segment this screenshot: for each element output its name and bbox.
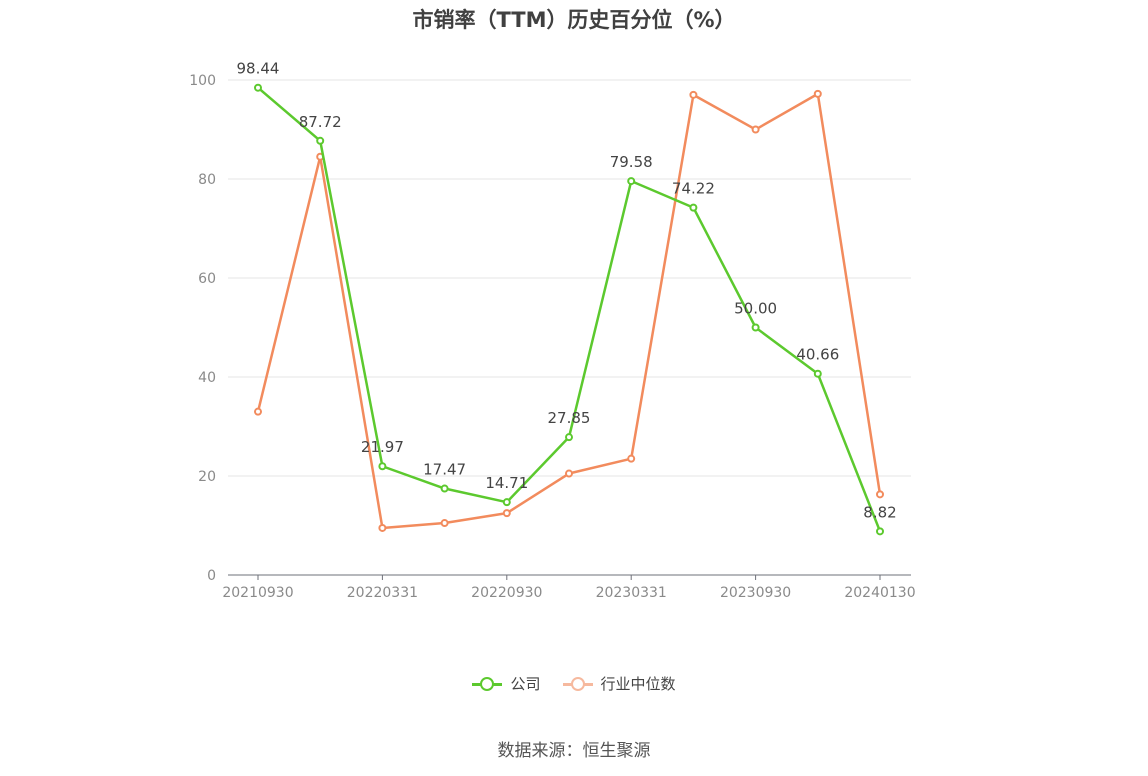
data-point-0 [751, 323, 760, 332]
x-tick-label: 20240130 [844, 585, 915, 601]
data-point-1 [813, 89, 822, 98]
x-tick-label: 20220331 [347, 585, 418, 601]
data-point-0 [254, 83, 262, 92]
data-label: 14.71 [485, 474, 528, 492]
data-point-1 [627, 454, 636, 463]
data-point-1 [440, 519, 449, 528]
data-label: 27.85 [548, 409, 591, 427]
legend-industry-marker-icon [562, 676, 593, 691]
legend-company-marker-icon [472, 676, 503, 691]
data-label: 40.66 [796, 346, 839, 364]
x-tick-label: 20230930 [720, 585, 791, 601]
data-point-1 [378, 523, 387, 532]
y-tick-label: 80 [198, 172, 216, 188]
data-point-1 [689, 90, 698, 99]
data-point-1 [565, 469, 573, 478]
data-point-0 [502, 498, 511, 507]
data-label: 50.00 [734, 300, 777, 318]
data-label: 21.97 [361, 438, 404, 456]
legend-industry-label: 行业中位数 [600, 675, 676, 693]
data-point-0 [378, 462, 387, 471]
legend-company-label: 公司 [510, 675, 541, 693]
y-tick-label: 40 [198, 370, 216, 386]
y-tick-label: 100 [189, 73, 216, 89]
y-tick-label: 0 [207, 568, 216, 584]
series-line-0 [257, 86, 882, 532]
data-point-0 [627, 177, 636, 186]
legend: 公司 行业中位数 [0, 673, 1148, 694]
data-point-0 [440, 484, 449, 493]
data-point-1 [254, 407, 262, 416]
legend-item-industry-median[interactable]: 行业中位数 [562, 673, 676, 694]
series-line-1 [256, 92, 882, 530]
data-point-0 [316, 136, 325, 145]
chart-title: 市销率（TTM）历史百分位（%） [412, 8, 736, 32]
data-point-1 [751, 125, 760, 134]
data-label: 79.58 [610, 153, 653, 171]
data-label: 17.47 [423, 461, 466, 479]
x-tick-label: 20210930 [222, 585, 293, 601]
data-point-0 [565, 433, 573, 442]
data-label: 87.72 [299, 113, 342, 131]
data-label: 74.22 [672, 180, 715, 198]
legend-item-company[interactable]: 公司 [472, 673, 541, 694]
data-label: 98.44 [237, 60, 280, 78]
data-point-0 [813, 369, 822, 378]
y-tick-label: 60 [198, 271, 216, 287]
source-note: 数据来源：恒生聚源 [497, 741, 651, 761]
data-point-0 [689, 203, 698, 212]
data-point-1 [876, 490, 884, 499]
data-label: 8.82 [863, 503, 896, 521]
x-tick-label: 20220930 [471, 585, 542, 601]
data-point-0 [876, 527, 884, 536]
y-tick-label: 20 [198, 469, 216, 485]
x-tick-label: 20230331 [596, 585, 667, 601]
data-point-1 [502, 509, 511, 518]
